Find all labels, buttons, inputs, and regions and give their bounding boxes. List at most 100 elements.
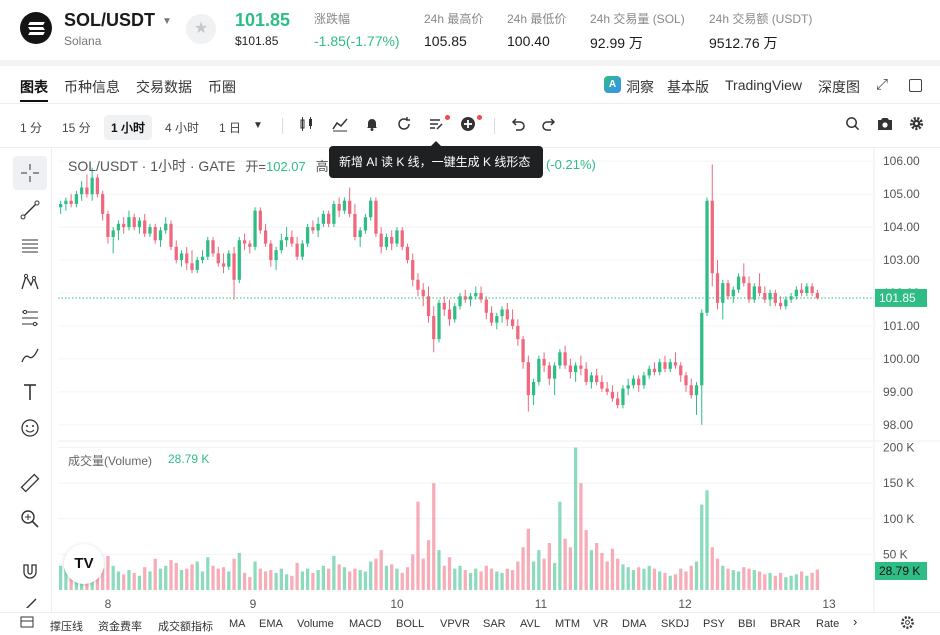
indicator-next-chevron-icon[interactable]: › [853, 614, 858, 629]
volume-bar [647, 565, 651, 590]
crosshair-icon[interactable] [13, 156, 47, 190]
volume-bar [742, 567, 746, 590]
indicator-avl[interactable]: AVL [520, 618, 540, 630]
pair-dropdown-chevron-icon[interactable]: ▼ [162, 16, 172, 27]
indicators-icon[interactable] [332, 116, 348, 135]
add-plugin-icon[interactable] [460, 116, 476, 135]
pattern-icon[interactable] [13, 265, 47, 299]
layers-icon[interactable] [20, 615, 34, 632]
indicator-资金费率[interactable]: 资金费率 [98, 621, 142, 633]
brush-icon[interactable] [13, 338, 47, 372]
tab-chart[interactable]: 图表 [20, 79, 48, 95]
volume-bar [547, 542, 551, 590]
candle-body [64, 200, 68, 205]
volume-bar [474, 568, 478, 590]
candle-body [169, 223, 173, 247]
timeframe-1h[interactable]: 1 小时 [104, 115, 153, 140]
tradingview-logo-icon[interactable]: TV [64, 544, 104, 584]
indicator-dma[interactable]: DMA [622, 618, 647, 630]
indicator-bbi[interactable]: BBI [738, 618, 756, 630]
candle-style-icon[interactable] [299, 116, 315, 135]
indicator-撑压线[interactable]: 撑压线 [50, 621, 83, 633]
volume-bar [348, 571, 352, 590]
search-icon[interactable] [845, 116, 860, 134]
candle-body [773, 293, 777, 303]
volume-bar [216, 568, 220, 590]
stat-label: 24h 交易量 (SOL) [590, 12, 685, 26]
ai-kline-icon[interactable] [428, 116, 444, 135]
magnet-icon[interactable] [13, 554, 47, 588]
volume-bar [211, 565, 215, 590]
indicator-psy[interactable]: PSY [703, 618, 726, 630]
indicator-rate[interactable]: Rate [816, 618, 840, 630]
timeframe-1m[interactable]: 1 分 [20, 121, 43, 135]
alert-bell-icon[interactable] [364, 116, 380, 135]
zoom-in-icon[interactable] [13, 502, 47, 536]
candle-body [815, 293, 820, 298]
volume-bar [763, 574, 767, 590]
timeframe-dropdown-chevron-icon[interactable]: ▼ [253, 120, 263, 131]
candle-body [721, 283, 725, 303]
indicator-vpvr[interactable]: VPVR [440, 618, 470, 630]
candle-body [211, 240, 215, 254]
replay-icon[interactable] [396, 116, 412, 135]
settings-gear-icon[interactable] [909, 116, 924, 134]
favorite-star-icon[interactable]: ★ [186, 14, 216, 44]
stat-change: 涨跌幅 -1.85(-1.77%) [314, 10, 400, 49]
timeframe-15m[interactable]: 15 分 [62, 121, 91, 135]
volume-bar [227, 571, 231, 590]
popout-window-icon[interactable] [909, 79, 922, 92]
tab-basic[interactable]: 基本版 [667, 79, 709, 95]
tab-tradingview[interactable]: TradingView [725, 77, 803, 93]
camera-icon[interactable] [877, 116, 893, 134]
tab-trade-data[interactable]: 交易数据 [136, 79, 192, 95]
indicator-ema[interactable]: EMA [259, 618, 283, 630]
horizontal-lines-icon[interactable] [13, 229, 47, 263]
volume-bar [405, 567, 410, 590]
indicator-skdj[interactable]: SKDJ [661, 618, 690, 630]
expand-icon[interactable]: ⤢ [876, 76, 889, 93]
candle-body [69, 200, 73, 205]
price-tick-label: 99.00 [883, 385, 913, 399]
emoji-icon[interactable] [13, 411, 47, 445]
undo-icon[interactable] [510, 116, 526, 135]
timeframe-4h[interactable]: 4 小时 [165, 121, 200, 135]
volume-bar [305, 568, 310, 590]
candlestick-chart[interactable]: 106.00105.00104.00103.00102.00101.00100.… [0, 66, 940, 635]
candle-body [757, 286, 762, 293]
stat-low: 24h 最低价 100.40 [507, 10, 566, 49]
new-badge-dot [445, 115, 450, 120]
stat-label: 涨跌幅 [314, 12, 351, 26]
indicator-sar[interactable]: SAR [483, 618, 506, 630]
last-price-marker-label: 101.85 [879, 291, 916, 305]
price-tick-label: 98.00 [883, 418, 913, 432]
candle-body [479, 293, 483, 300]
trend-line-icon[interactable] [13, 193, 47, 227]
indicator-macd[interactable]: MACD [349, 618, 382, 630]
timeframe-1d[interactable]: 1 日 [219, 121, 242, 135]
tab-depth[interactable]: 深度图 [818, 79, 860, 95]
candle-body [447, 309, 452, 320]
redo-icon[interactable] [541, 116, 557, 135]
indicator-vr[interactable]: VR [593, 618, 609, 630]
active-tab-underline [20, 100, 48, 102]
indicator-mtm[interactable]: MTM [555, 618, 581, 630]
tab-community[interactable]: 币圈 [208, 79, 236, 95]
indicator-ma[interactable]: MA [229, 618, 246, 630]
text-tool-icon[interactable] [13, 375, 47, 409]
lock-drawing-icon[interactable] [13, 588, 47, 608]
indicator-boll[interactable]: BOLL [396, 618, 425, 630]
volume-bar [468, 572, 473, 590]
candle-body [805, 286, 809, 293]
indicator-volume[interactable]: Volume [297, 618, 334, 630]
pair-title[interactable]: SOL/USDT [64, 10, 156, 30]
chart-settings-gear-icon[interactable] [900, 615, 915, 633]
tab-coin-info[interactable]: 币种信息 [64, 79, 120, 95]
indicator-brar[interactable]: BRAR [770, 618, 801, 630]
tab-insight[interactable]: 洞察 [626, 79, 654, 95]
indicator-成交额指标[interactable]: 成交额指标 [158, 621, 213, 633]
fibonacci-icon[interactable] [13, 301, 47, 335]
insight-icon[interactable]: A [604, 76, 621, 93]
last-price: 101.85 [235, 10, 291, 30]
ruler-icon[interactable] [13, 466, 47, 500]
